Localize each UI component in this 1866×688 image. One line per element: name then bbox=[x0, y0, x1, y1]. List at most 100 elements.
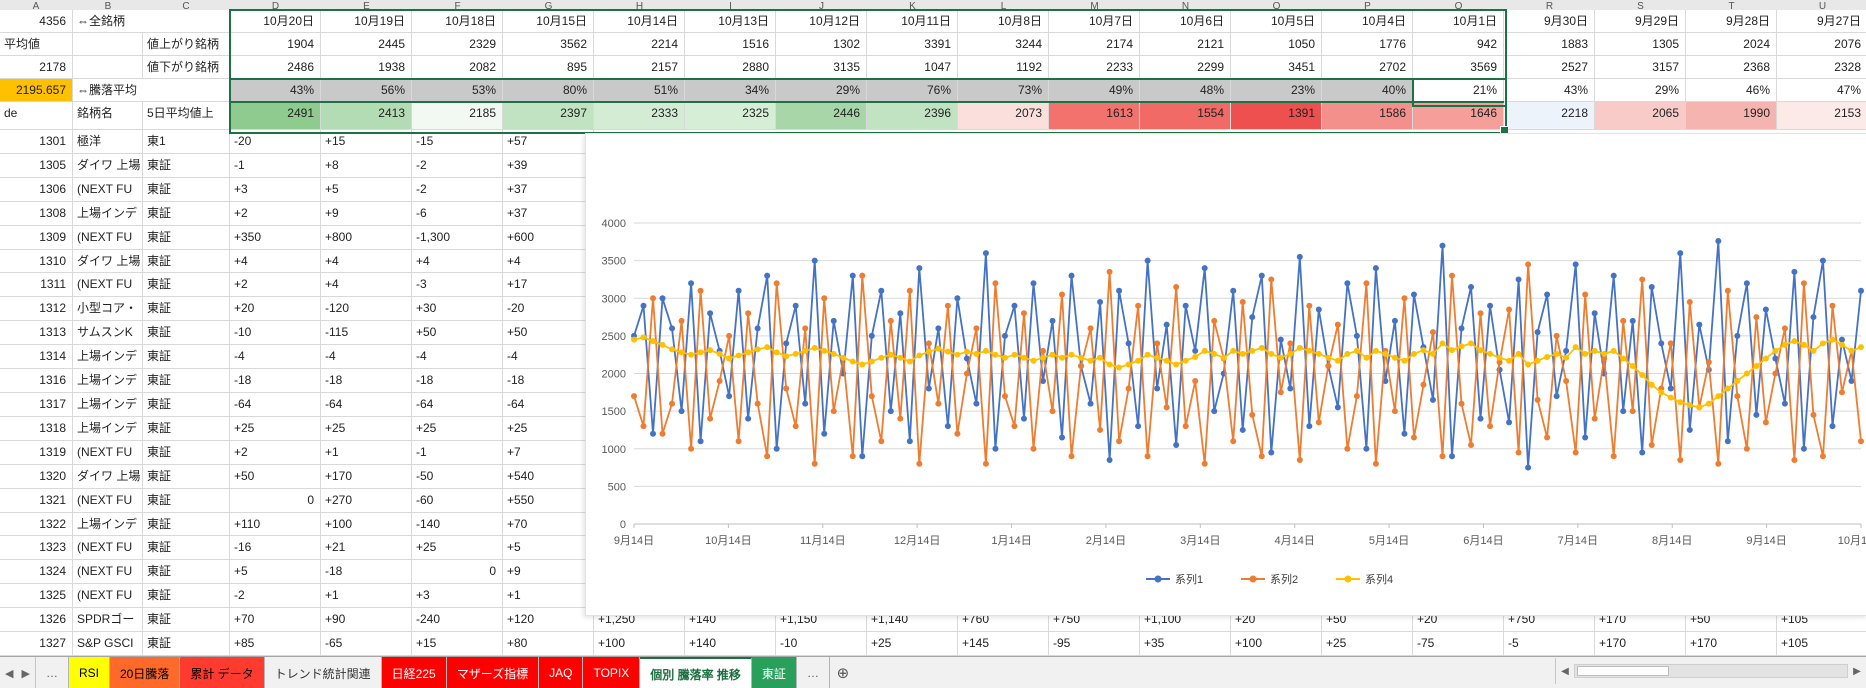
cell-market-1311[interactable]: 東証 bbox=[143, 273, 230, 298]
cell-advancers-2[interactable]: 2329 bbox=[412, 33, 503, 56]
cell-val-1319-2[interactable]: -1 bbox=[412, 440, 503, 465]
sheet-tab-ruikei-data[interactable]: 累計 データ bbox=[180, 657, 265, 688]
cell-code-1317[interactable]: 1317 bbox=[0, 393, 73, 417]
cell-date-11[interactable]: 10月5日 bbox=[1231, 10, 1322, 33]
cell-name-1320[interactable]: ダイワ 上場 bbox=[73, 464, 143, 489]
cell-val-1325-0[interactable]: -2 bbox=[230, 584, 321, 609]
legend-marker-系列2[interactable] bbox=[1249, 575, 1257, 583]
cell-market-1317[interactable]: 東証 bbox=[143, 393, 230, 417]
cell-market-1325[interactable]: 東証 bbox=[143, 584, 230, 609]
cell-decliners-11[interactable]: 3451 bbox=[1231, 56, 1322, 79]
cell-date-6[interactable]: 10月12日 bbox=[776, 10, 867, 33]
cell-code-1314[interactable]: 1314 bbox=[0, 345, 73, 370]
cell-val-1321-0[interactable]: 0 bbox=[230, 488, 321, 513]
column-letter-F[interactable]: F bbox=[454, 1, 461, 11]
cell-code-1306[interactable]: 1306 bbox=[0, 177, 73, 202]
cell-code-1318[interactable]: 1318 bbox=[0, 416, 73, 441]
sheet-tab-20day[interactable]: 20日騰落 bbox=[109, 657, 181, 688]
cell-code-1323[interactable]: 1323 bbox=[0, 536, 73, 561]
cell-market-1309[interactable]: 東証 bbox=[143, 225, 230, 250]
cell-val-1318-1[interactable]: +25 bbox=[321, 416, 412, 441]
column-letter-G[interactable]: G bbox=[544, 1, 553, 11]
cell-val-1327-2[interactable]: +15 bbox=[412, 632, 503, 657]
cell-code-1324[interactable]: 1324 bbox=[0, 560, 73, 585]
cell-val-1317-2[interactable]: -64 bbox=[412, 393, 503, 417]
cell-code-1309[interactable]: 1309 bbox=[0, 225, 73, 250]
cell-percent-14[interactable]: 43% bbox=[1504, 79, 1595, 102]
cell-val-1323-0[interactable]: -16 bbox=[230, 536, 321, 561]
cell-5day-avg-12[interactable]: 1586 bbox=[1322, 102, 1413, 130]
cell-date-14[interactable]: 9月30日 bbox=[1504, 10, 1595, 33]
cell-name-1306[interactable]: (NEXT FU bbox=[73, 177, 143, 202]
cell-market-1326[interactable]: 東証 bbox=[143, 608, 230, 633]
cell-decliners-15[interactable]: 3157 bbox=[1595, 56, 1686, 79]
cell-val-1323-3[interactable]: +5 bbox=[503, 536, 594, 561]
cell-name-1326[interactable]: SPDRゴー bbox=[73, 608, 143, 633]
cell-ext-1327-0[interactable]: +100 bbox=[594, 632, 685, 657]
cell-val-1309-1[interactable]: +800 bbox=[321, 225, 412, 250]
cell-val-1326-0[interactable]: +70 bbox=[230, 608, 321, 633]
cell-percent-12[interactable]: 40% bbox=[1322, 79, 1413, 102]
cell-code-1327[interactable]: 1327 bbox=[0, 632, 73, 657]
cell-val-1316-3[interactable]: -18 bbox=[503, 369, 594, 393]
cell-decliners-14[interactable]: 2527 bbox=[1504, 56, 1595, 79]
cell-ext-1327-11[interactable]: +170 bbox=[1595, 632, 1686, 657]
cell-name-1311[interactable]: (NEXT FU bbox=[73, 273, 143, 298]
cell-ext-1327-10[interactable]: -5 bbox=[1504, 632, 1595, 657]
cell-advancers-11[interactable]: 1050 bbox=[1231, 33, 1322, 56]
cell-advancers-16[interactable]: 2024 bbox=[1686, 33, 1777, 56]
sheet-tab-kobetsu-active[interactable]: 個別 騰落率 推移 bbox=[640, 657, 752, 688]
legend-item-系列4[interactable]: 系列4 bbox=[1365, 572, 1393, 586]
cell-name-1318[interactable]: 上場インデ bbox=[73, 416, 143, 441]
cell-market-1319[interactable]: 東証 bbox=[143, 440, 230, 465]
cell-val-1312-1[interactable]: -120 bbox=[321, 297, 412, 322]
cell-val-1323-2[interactable]: +25 bbox=[412, 536, 503, 561]
cell-percent-3[interactable]: 80% bbox=[503, 79, 594, 102]
column-letter-U[interactable]: U bbox=[1818, 1, 1827, 11]
cell-market-1306[interactable]: 東証 bbox=[143, 177, 230, 202]
column-letter-E[interactable]: E bbox=[363, 1, 370, 11]
cell-date-2[interactable]: 10月18日 bbox=[412, 10, 503, 33]
cell-percent-10[interactable]: 48% bbox=[1140, 79, 1231, 102]
cell-date-10[interactable]: 10月6日 bbox=[1140, 10, 1231, 33]
cell-val-1308-3[interactable]: +37 bbox=[503, 201, 594, 226]
column-letter-R[interactable]: R bbox=[1545, 1, 1554, 11]
cell-advancers-6[interactable]: 1302 bbox=[776, 33, 867, 56]
column-letter-M[interactable]: M bbox=[1090, 1, 1099, 11]
cell-decliners-10[interactable]: 2299 bbox=[1140, 56, 1231, 79]
cell-val-1326-3[interactable]: +120 bbox=[503, 608, 594, 633]
cell-percent-0[interactable]: 43% bbox=[230, 79, 321, 102]
cell-market-1305[interactable]: 東証 bbox=[143, 153, 230, 178]
cell-market-1322[interactable]: 東証 bbox=[143, 512, 230, 537]
cell-ext-1327-3[interactable]: +25 bbox=[867, 632, 958, 657]
cell-val-1301-0[interactable]: -20 bbox=[230, 130, 321, 154]
cell-percent-9[interactable]: 49% bbox=[1049, 79, 1140, 102]
cell-market-1313[interactable]: 東証 bbox=[143, 321, 230, 346]
cell-date-13[interactable]: 10月1日 bbox=[1413, 10, 1504, 33]
cell-code-1325[interactable]: 1325 bbox=[0, 584, 73, 609]
cell-val-1306-0[interactable]: +3 bbox=[230, 177, 321, 202]
cell-val-1310-0[interactable]: +4 bbox=[230, 249, 321, 274]
cell-val-1325-3[interactable]: +1 bbox=[503, 584, 594, 609]
cell-date-4[interactable]: 10月14日 bbox=[594, 10, 685, 33]
cell-val-1318-2[interactable]: +25 bbox=[412, 416, 503, 441]
cell-advancers-14[interactable]: 1883 bbox=[1504, 33, 1595, 56]
cell-name-1309[interactable]: (NEXT FU bbox=[73, 225, 143, 250]
cell-date-16[interactable]: 9月28日 bbox=[1686, 10, 1777, 33]
sheet-tab-topix[interactable]: TOPIX bbox=[583, 657, 641, 688]
cell-5day-avg-11[interactable]: 1391 bbox=[1231, 102, 1322, 130]
cell-val-1320-1[interactable]: +170 bbox=[321, 464, 412, 489]
cell-val-1319-0[interactable]: +2 bbox=[230, 440, 321, 465]
cell-ext-1327-6[interactable]: +35 bbox=[1140, 632, 1231, 657]
cell-val-1320-3[interactable]: +540 bbox=[503, 464, 594, 489]
cell-updown-avg-label[interactable]: ⇔騰落平均 bbox=[73, 79, 230, 102]
cell-val-1308-0[interactable]: +2 bbox=[230, 201, 321, 226]
sheet-tab-more-right[interactable]: … bbox=[797, 657, 830, 688]
cell-5day-avg-13[interactable]: 1646 bbox=[1413, 102, 1504, 130]
cell-val-1322-0[interactable]: +110 bbox=[230, 512, 321, 537]
column-letter-P[interactable]: P bbox=[1364, 1, 1371, 11]
column-letter-O[interactable]: O bbox=[1272, 1, 1281, 11]
sheet-tab-rsi[interactable]: RSI bbox=[68, 657, 110, 688]
legend-item-系列1[interactable]: 系列1 bbox=[1175, 572, 1203, 586]
cell-val-1327-3[interactable]: +80 bbox=[503, 632, 594, 657]
